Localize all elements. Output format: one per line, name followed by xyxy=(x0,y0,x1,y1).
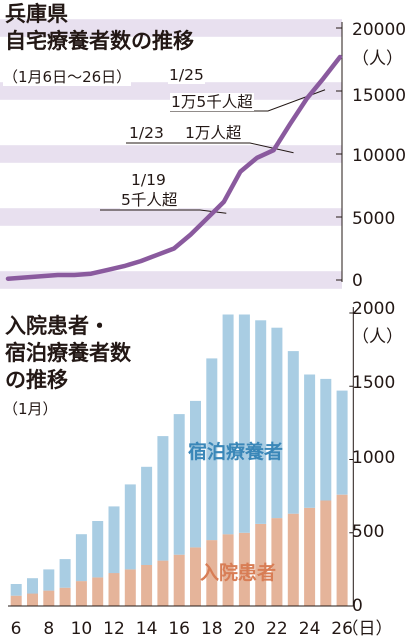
top-period: （1月6日～26日） xyxy=(3,68,132,86)
bar-hospital-11 xyxy=(92,577,104,606)
x-axis-unit: （日） xyxy=(341,619,393,639)
bar-hospital-9 xyxy=(59,587,71,606)
bar-lodging-9 xyxy=(59,559,71,588)
bar-hospital-19 xyxy=(222,534,234,606)
bar-lodging-12 xyxy=(108,506,120,574)
x-tick-label-26: 26 xyxy=(331,619,353,639)
bar-hospital-8 xyxy=(43,590,55,606)
x-tick-label-16: 16 xyxy=(168,619,190,639)
annotation-0119-text: 5千人超 xyxy=(120,191,179,209)
bottom-period: （1月） xyxy=(3,400,58,418)
bottom-title-line2: 宿泊療養者数 xyxy=(5,341,131,365)
bottom-ytick-0: 0 xyxy=(352,596,363,616)
bar-lodging-6 xyxy=(10,584,22,596)
bar-hospital-24 xyxy=(304,507,316,606)
x-tick-label-6: 6 xyxy=(10,619,22,639)
x-tick-label-22: 22 xyxy=(266,619,288,639)
top-ytick-20000: 20000 xyxy=(352,20,407,40)
leader-0119 xyxy=(100,209,227,214)
annotation-0125-date: 1/25 xyxy=(168,66,205,84)
bar-lodging-17 xyxy=(190,400,201,548)
bar-lodging-7 xyxy=(27,578,38,594)
bar-hospital-14 xyxy=(141,565,153,606)
bar-lodging-18 xyxy=(206,358,218,541)
top-ytick-10000: 10000 xyxy=(352,146,407,166)
bar-hospital-23 xyxy=(287,513,299,606)
bar-hospital-17 xyxy=(190,547,201,606)
top-title-line1: 兵庫県 xyxy=(5,2,68,26)
bar-lodging-25 xyxy=(320,378,332,501)
x-tick-label-12: 12 xyxy=(103,619,125,639)
bar-lodging-22 xyxy=(271,327,283,519)
top-ytick-0: 0 xyxy=(352,271,363,291)
bar-lodging-19 xyxy=(222,314,234,535)
bottom-unit: （人） xyxy=(352,327,403,347)
top-band-15000 xyxy=(0,82,342,100)
bar-hospital-10 xyxy=(75,581,87,606)
bar-lodging-21 xyxy=(255,320,267,524)
bar-lodging-24 xyxy=(304,374,316,508)
bar-lodging-16 xyxy=(173,414,185,555)
top-ytick-15000: 15000 xyxy=(352,86,407,106)
bottom-title-line3: の推移 xyxy=(5,368,68,392)
bar-hospital-21 xyxy=(255,524,267,606)
bar-hospital-12 xyxy=(108,573,120,606)
bar-hospital-7 xyxy=(27,593,38,606)
bar-hospital-22 xyxy=(271,518,283,606)
bar-hospital-25 xyxy=(320,500,332,606)
bar-lodging-20 xyxy=(238,314,250,533)
legend-lodging-label: 宿泊療養者 xyxy=(188,441,284,463)
bar-lodging-11 xyxy=(92,521,104,578)
bottom-ytick-1500: 1500 xyxy=(352,373,396,393)
bar-hospital-18 xyxy=(206,540,218,606)
annotation-0123-date: 1/23 xyxy=(128,124,165,142)
bar-lodging-15 xyxy=(157,436,169,561)
top-unit: （人） xyxy=(352,49,403,69)
bar-lodging-23 xyxy=(287,351,299,514)
bar-hospital-26 xyxy=(336,494,348,606)
bottom-ytick-1000: 1000 xyxy=(352,448,396,468)
top-band-5000 xyxy=(0,208,342,226)
x-tick-label-8: 8 xyxy=(43,619,55,639)
top-title-line2: 自宅療養者数の推移 xyxy=(5,29,194,53)
legend-hospital-label: 入院患者 xyxy=(200,562,277,584)
x-tick-label-14: 14 xyxy=(135,619,158,639)
bar-hospital-15 xyxy=(157,560,169,606)
bar-lodging-14 xyxy=(141,466,153,565)
bottom-ytick-500: 500 xyxy=(352,522,385,542)
x-tick-label-10: 10 xyxy=(70,619,93,639)
top-band-20000 xyxy=(0,19,342,37)
annotation-0123-text: 1万人超 xyxy=(184,124,243,142)
bar-hospital-6 xyxy=(10,595,22,606)
bar-lodging-8 xyxy=(43,569,55,591)
bottom-ytick-2000: 2000 xyxy=(352,299,396,319)
annotation-0119-date: 1/19 xyxy=(130,171,167,189)
x-tick-label-20: 20 xyxy=(233,619,256,639)
x-tick-label-24: 24 xyxy=(298,619,321,639)
top-band-10000 xyxy=(0,145,342,163)
annotation-0125-text: 1万5千人超 xyxy=(170,93,254,111)
bar-hospital-16 xyxy=(173,554,185,606)
bar-hospital-13 xyxy=(124,569,136,606)
top-ytick-5000: 5000 xyxy=(352,209,396,229)
leader-0123 xyxy=(126,142,294,154)
bar-lodging-26 xyxy=(336,390,348,495)
bar-hospital-20 xyxy=(238,532,250,607)
bar-lodging-10 xyxy=(75,534,87,582)
x-tick-label-18: 18 xyxy=(200,619,223,639)
bottom-title-line1: 入院患者・ xyxy=(5,314,110,338)
bar-lodging-13 xyxy=(124,484,136,570)
